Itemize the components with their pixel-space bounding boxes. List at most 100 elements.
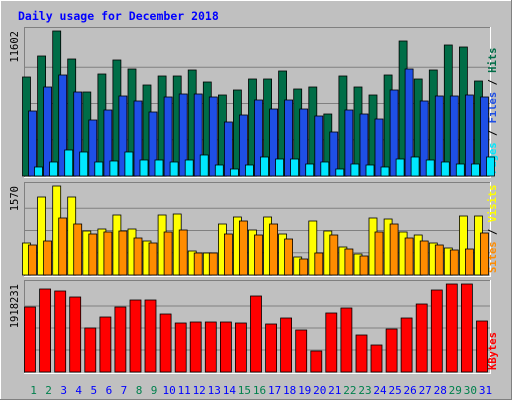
bar-kbytes-day-20 [310,350,323,373]
bar-pages-day-31 [486,156,495,177]
bar-kbytes-day-19 [295,329,308,373]
bar-visits-day-20 [308,220,318,276]
bar-kbytes-day-11 [174,322,187,373]
bar-files-day-18 [284,99,294,177]
series-label-hits: Hits [487,48,499,73]
bar-kbytes-day-3 [54,290,67,373]
bar-files-day-10 [163,96,173,177]
panel-kbytes: 1918231 KBytes [9,280,499,374]
panel-visits: 1570 Sites / Visits [9,182,499,277]
bar-files-day-27 [419,100,429,177]
bar-pages-day-27 [425,159,435,177]
bar-files-day-7 [118,95,128,177]
x-tick-label-day-17: 17 [268,384,281,397]
bar-sites-day-4 [73,223,83,276]
bar-files-day-4 [73,91,83,177]
series-label-sites: Sites [487,241,499,273]
bar-files-day-6 [103,109,113,177]
x-tick-label-day-10: 10 [162,384,175,397]
bar-sites-day-3 [58,217,68,276]
panel-visits-ymax-label: 1570 [9,186,21,211]
bar-files-day-13 [208,96,218,177]
series-label-separator: / [487,123,499,142]
bar-files-day-14 [223,121,233,177]
x-tick-label-day-31: 31 [479,384,492,397]
bar-sites-day-6 [103,231,113,276]
bar-pages-day-11 [184,159,194,177]
bar-kbytes-day-21 [325,312,338,373]
bar-pages-day-22 [350,163,360,177]
bar-pages-day-14 [229,168,239,177]
bar-files-day-16 [254,99,263,177]
bar-sites-day-31 [480,232,489,276]
bar-sites-day-11 [178,229,188,276]
bar-sites-day-7 [118,230,128,276]
x-tick-label-day-6: 6 [106,384,113,397]
x-tick-label-day-18: 18 [283,384,296,397]
bar-pages-day-4 [79,151,89,177]
bar-files-day-22 [344,109,354,177]
bar-pages-day-16 [260,156,269,177]
bar-files-day-26 [404,68,414,177]
bar-sites-day-21 [329,234,339,276]
bar-kbytes-day-13 [204,321,217,373]
bar-files-day-17 [269,108,279,177]
bar-pages-day-20 [320,161,330,177]
bar-files-day-2 [43,86,52,177]
bar-kbytes-day-4 [69,296,82,373]
x-tick-label-day-2: 2 [45,384,52,397]
bar-kbytes-day-12 [189,321,202,373]
bar-sites-day-5 [88,233,98,276]
bar-pages-day-10 [169,161,179,177]
bar-kbytes-day-16 [250,295,262,373]
bar-sites-day-15 [238,220,248,276]
bar-files-day-24 [374,118,384,177]
bar-files-day-20 [314,115,324,177]
bar-sites-day-20 [314,252,324,276]
series-label-kbytes: KBytes [487,332,499,370]
bar-files-day-30 [464,94,474,177]
x-tick-label-day-14: 14 [223,384,237,397]
bar-sites-day-25 [389,223,399,276]
bar-kbytes-day-5 [84,327,97,373]
bar-pages-day-21 [335,168,345,177]
bar-files-day-9 [148,111,158,177]
bar-pages-day-2 [49,161,58,177]
x-tick-label-day-8: 8 [136,384,143,397]
bar-files-day-28 [434,95,444,177]
x-tick-label-day-27: 27 [419,384,432,397]
bar-pages-day-23 [365,164,375,177]
bar-pages-day-30 [470,163,480,177]
bar-pages-day-17 [275,158,285,177]
bar-sites-day-1 [28,244,37,276]
bar-kbytes-day-6 [99,316,112,373]
bar-pages-day-7 [124,151,134,177]
series-label-files: Files [487,92,499,124]
x-tick-label-day-22: 22 [343,384,356,397]
bar-sites-day-14 [223,233,233,276]
bar-sites-day-23 [359,255,369,276]
bar-kbytes-day-1 [24,306,36,373]
x-tick-label-day-12: 12 [193,384,206,397]
bar-kbytes-day-14 [219,321,232,373]
bar-pages-day-26 [410,156,420,177]
bar-pages-day-19 [305,163,315,177]
bar-kbytes-day-27 [415,303,428,373]
bar-files-day-11 [178,93,188,177]
bar-files-day-3 [58,74,68,177]
panel-hits: 11602Pages / Files / Hits [9,27,499,178]
bar-files-day-1 [28,110,37,177]
bar-visits-day-30 [458,215,468,276]
bar-kbytes-day-7 [114,306,127,373]
bar-pages-day-3 [64,149,74,177]
bar-kbytes-day-26 [400,317,413,373]
x-tick-label-day-20: 20 [313,384,326,397]
bar-sites-day-19 [299,258,309,276]
bar-kbytes-day-24 [370,344,383,373]
bar-sites-day-8 [133,237,143,276]
bar-visits-day-2 [37,196,46,276]
bar-sites-day-30 [464,248,474,276]
x-tick-label-day-3: 3 [60,384,67,397]
bar-files-day-19 [299,108,309,177]
bar-pages-day-13 [214,164,224,177]
